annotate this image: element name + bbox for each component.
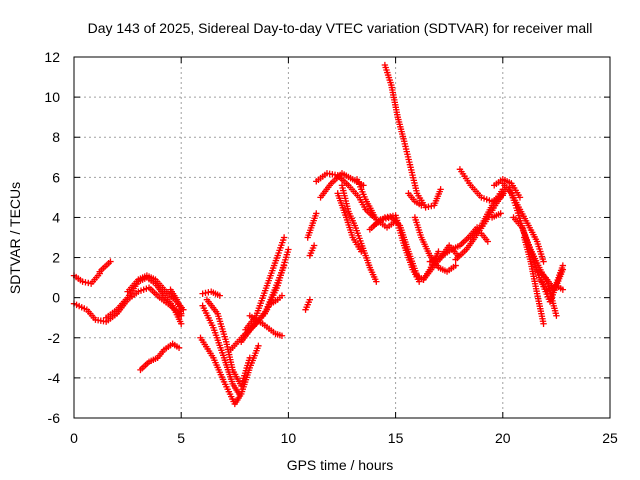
data-point <box>310 242 318 249</box>
plot-frame <box>73 56 611 419</box>
data-point <box>178 310 185 317</box>
series-arc-17 <box>302 296 314 313</box>
data-point <box>202 289 209 297</box>
data-point <box>373 278 380 285</box>
series-arc-35 <box>478 230 491 245</box>
data-point <box>418 202 425 209</box>
series-arc-13 <box>238 262 288 345</box>
series-arc-26 <box>370 212 423 285</box>
series-arc-3 <box>96 258 114 275</box>
x-tick-label: 15 <box>388 430 404 446</box>
data-point <box>559 262 567 269</box>
series-arc-7 <box>137 340 183 374</box>
series-arc-43 <box>538 278 567 305</box>
data-point <box>246 354 254 362</box>
data-point <box>85 279 92 287</box>
y-tick-label: 4 <box>52 209 60 225</box>
series-arc-5 <box>124 272 187 313</box>
data-point <box>360 182 367 189</box>
series-arc-14 <box>242 234 288 333</box>
x-tick-label: 25 <box>602 430 618 446</box>
data-point <box>415 278 423 285</box>
series-arc-15 <box>246 312 286 339</box>
data-point <box>497 210 504 217</box>
x-tick-label: 5 <box>177 430 185 446</box>
y-tick-labels: -6 -4 -2 0 2 4 6 8 10 12 <box>44 49 60 426</box>
series-arc-11 <box>199 288 223 299</box>
data-point <box>280 234 288 241</box>
x-tick-label: 20 <box>495 430 511 446</box>
data-point <box>107 258 114 265</box>
series-arc-18 <box>306 242 318 259</box>
series-arc-8 <box>197 334 262 408</box>
data-point <box>306 296 314 303</box>
data-point <box>452 262 459 269</box>
series-arc-34 <box>467 186 506 241</box>
data-point <box>484 238 491 245</box>
data-point <box>435 248 442 255</box>
data-point <box>499 192 506 199</box>
data-point <box>437 186 444 193</box>
data-point <box>235 390 243 398</box>
series-arc-2 <box>70 270 103 287</box>
data-point <box>199 290 206 297</box>
series-arc-37 <box>491 176 524 201</box>
y-tick-label: -2 <box>48 330 61 346</box>
x-tick-label: 0 <box>70 430 78 446</box>
series-arc-20 <box>313 170 378 221</box>
series-arc-6 <box>167 286 185 317</box>
series-arc-10 <box>203 296 254 390</box>
data-point <box>280 262 288 269</box>
y-tick-label: 6 <box>52 169 60 185</box>
x-tick-labels: 0 5 10 15 20 25 <box>70 430 618 446</box>
data-point <box>278 332 286 339</box>
data-point <box>540 320 547 327</box>
y-tick-label: 10 <box>44 89 60 105</box>
data-point <box>313 210 320 217</box>
data-markers <box>70 61 567 408</box>
data-point <box>178 320 185 327</box>
axis-ticks <box>73 56 611 419</box>
y-tick-label: -6 <box>48 410 61 426</box>
series-arc-22 <box>334 190 365 255</box>
series-arc-28 <box>405 190 425 209</box>
data-point <box>425 203 432 210</box>
data-point <box>516 194 524 201</box>
y-axis-label: SDTVAR / TECUs <box>7 182 23 294</box>
x-axis-label: GPS time / hours <box>287 457 394 473</box>
y-tick-label: 2 <box>52 250 60 266</box>
series-arc-4 <box>102 274 185 327</box>
y-tick-label: 12 <box>44 49 60 65</box>
series-arc-27 <box>381 61 444 211</box>
series-arc-41 <box>521 234 547 327</box>
data-point <box>175 344 183 352</box>
series-arc-36 <box>488 210 504 221</box>
y-tick-label: 0 <box>52 290 60 306</box>
grid-lines <box>74 57 610 418</box>
series-arc-23 <box>338 182 380 285</box>
series-arc-9 <box>199 302 243 398</box>
data-point <box>553 312 560 319</box>
data-point <box>428 202 435 210</box>
y-tick-label: -4 <box>48 370 61 386</box>
data-point <box>216 292 223 299</box>
data-point <box>255 342 262 349</box>
data-point <box>422 204 429 211</box>
series-arc-16 <box>268 292 286 307</box>
x-tick-label: 10 <box>281 430 297 446</box>
data-point <box>559 286 567 293</box>
data-point <box>540 258 547 265</box>
chart-title: Day 143 of 2025, Sidereal Day-to-day VTE… <box>88 20 593 36</box>
data-point <box>278 292 286 299</box>
series-arc-19 <box>304 210 320 241</box>
data-point <box>285 246 292 253</box>
data-point <box>82 279 89 286</box>
data-point <box>79 278 86 285</box>
y-tick-label: 8 <box>52 129 60 145</box>
